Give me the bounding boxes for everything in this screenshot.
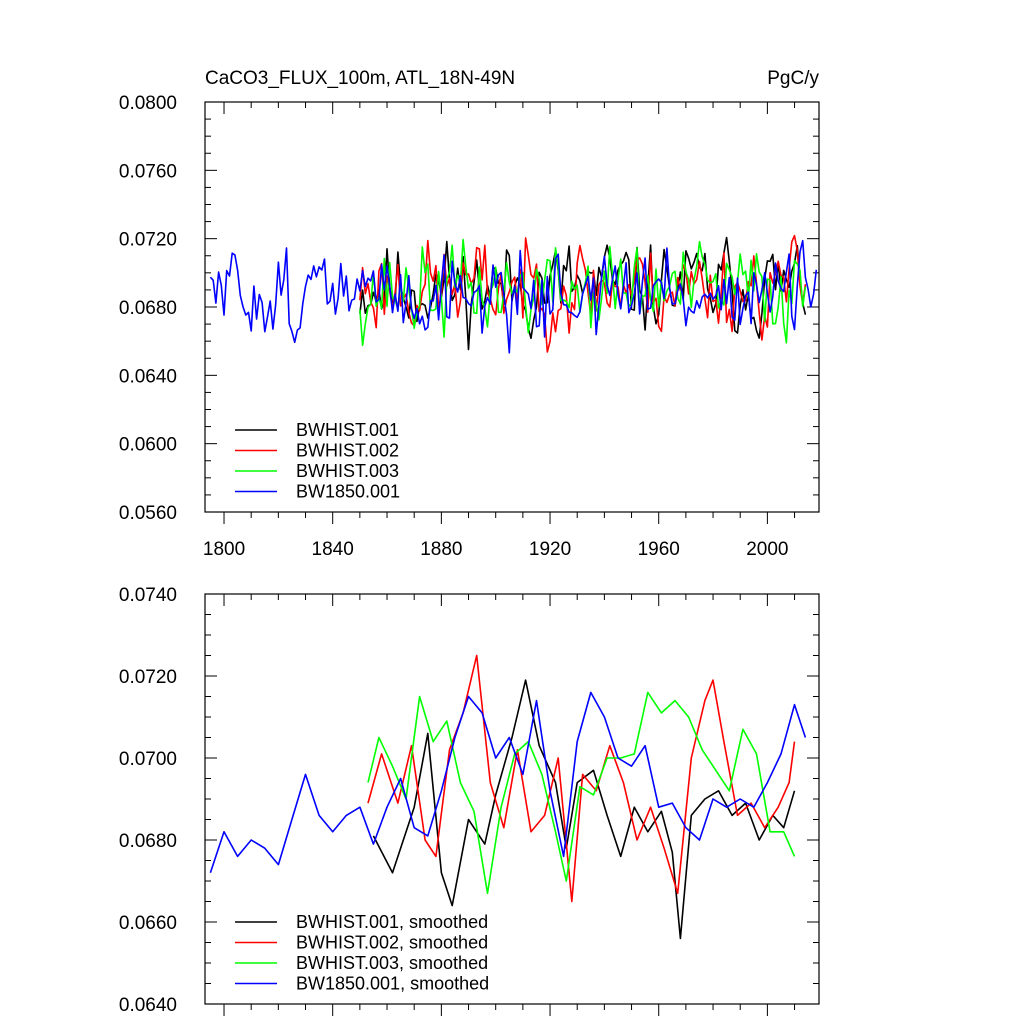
legend-entry: BWHIST.002, smoothed: [296, 933, 488, 953]
y-tick-label: 0.0640: [119, 995, 177, 1016]
y-tick-label: 0.0700: [119, 749, 177, 770]
legend-entry: BWHIST.002: [296, 441, 399, 461]
y-tick-label: 0.0720: [119, 230, 177, 251]
x-tick-label: 1880: [420, 539, 462, 560]
legend-entry: BWHIST.003, smoothed: [296, 953, 488, 973]
y-tick-label: 0.0760: [119, 161, 177, 182]
legend-entry: BWHIST.001, smoothed: [296, 912, 488, 932]
legend-entry: BWHIST.003: [296, 461, 399, 481]
series-line-4: [209, 691, 807, 874]
x-tick-label: 1840: [312, 539, 354, 560]
legend-entry: BW1850.001: [296, 482, 400, 502]
y-tick-label: 0.0800: [119, 93, 177, 114]
x-tick-label: 2000: [746, 539, 788, 560]
y-tick-label: 0.0680: [119, 298, 177, 319]
top-panel: 1800 1840 1880 1920 1960 2000 0.0560 0.0600 0.06…: [119, 93, 820, 560]
x-tick-label: 1960: [638, 539, 680, 560]
y-tick-label: 0.0600: [119, 435, 177, 456]
y-tick-label: 0.0640: [119, 366, 177, 387]
series-line-1: [372, 679, 796, 940]
y-tick-label: 0.0660: [119, 913, 177, 934]
y-tick-label: 0.0560: [119, 503, 177, 524]
series-line-2: [367, 654, 796, 903]
units-label: PgC/y: [767, 68, 819, 89]
legend-entry: BW1850.001, smoothed: [296, 974, 489, 994]
y-tick-label: 0.0720: [119, 667, 177, 688]
y-tick-label: 0.0740: [119, 585, 177, 606]
series-line-4: [209, 239, 818, 354]
y-tick-label: 0.0680: [119, 831, 177, 852]
bottom-panel: 1800184018801920196020000.06400.06600.06…: [119, 585, 820, 1016]
series-line-2: [359, 234, 807, 353]
chart-title: CaCO3_FLUX_100m, ATL_18N-49N: [205, 68, 515, 89]
legend-entry: BWHIST.001: [296, 420, 399, 440]
series-line-3: [367, 691, 796, 895]
x-tick-label: 1800: [203, 539, 245, 560]
x-tick-label: 1920: [529, 539, 571, 560]
